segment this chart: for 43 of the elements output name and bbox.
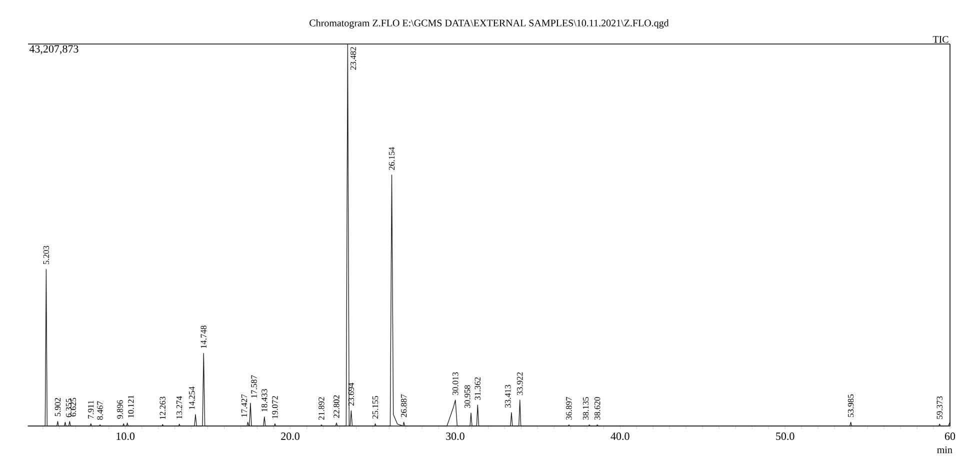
annotation: 22.802 (334, 395, 340, 418)
annotation: 53.985 (848, 394, 854, 417)
annotation: 6.625 (70, 398, 76, 416)
annotation: 25.155 (372, 396, 378, 419)
annotation: 23.694 (348, 382, 354, 406)
annotation: 5.902 (54, 398, 61, 416)
annotation: 59.373 (936, 396, 943, 419)
annotation: 19.072 (272, 396, 278, 418)
annotation: 43,207,873 (29, 45, 78, 54)
annotation: 18.433 (262, 389, 268, 412)
annotation: 17.587 (251, 375, 257, 398)
annotation: 14.254 (189, 386, 195, 410)
chart-title: Chromatogram Z.FLO E:\GCMS DATA\EXTERNAL SAMPLES\10.11.2021\Z.FLO.qgd (310, 19, 669, 28)
annotation: 5.203 (43, 246, 50, 264)
annotation: 30.958 (464, 385, 470, 408)
annotation: 17.427 (241, 394, 248, 417)
x-tick-label: 20.0 (281, 432, 300, 440)
annotation: 8.467 (97, 401, 103, 420)
annotation: 21.892 (318, 397, 324, 420)
annotation: 33.922 (517, 372, 523, 395)
annotation: 26.887 (400, 394, 407, 418)
annotation: 38.135 (582, 397, 589, 420)
annotation: 14.748 (200, 326, 207, 348)
annotation: 33.413 (505, 384, 511, 408)
annotation: 12.263 (160, 396, 166, 420)
annotation: 6.355 (66, 398, 72, 418)
x-tick-label: 40.0 (610, 432, 630, 440)
x-tick-label: 30.0 (446, 432, 464, 440)
x-tick-label: 50.0 (776, 432, 794, 440)
annotation: 7.911 (88, 400, 94, 418)
annotation: 10.121 (128, 395, 134, 418)
x-axis-title: min (937, 446, 952, 454)
annotation: 13.274 (176, 396, 182, 419)
annotation: 26.154 (388, 147, 395, 170)
annotation: 31.362 (474, 377, 481, 400)
annotation: 23.482 (350, 47, 356, 70)
annotation: 9.896 (117, 400, 123, 419)
annotation: 36.897 (566, 397, 572, 420)
annotation: 38.620 (594, 397, 600, 420)
annotation: 30.013 (452, 372, 458, 395)
text: TIC (932, 36, 948, 43)
x-tick-label: 60 (944, 432, 956, 440)
x-tick-label: 10.0 (116, 432, 135, 440)
